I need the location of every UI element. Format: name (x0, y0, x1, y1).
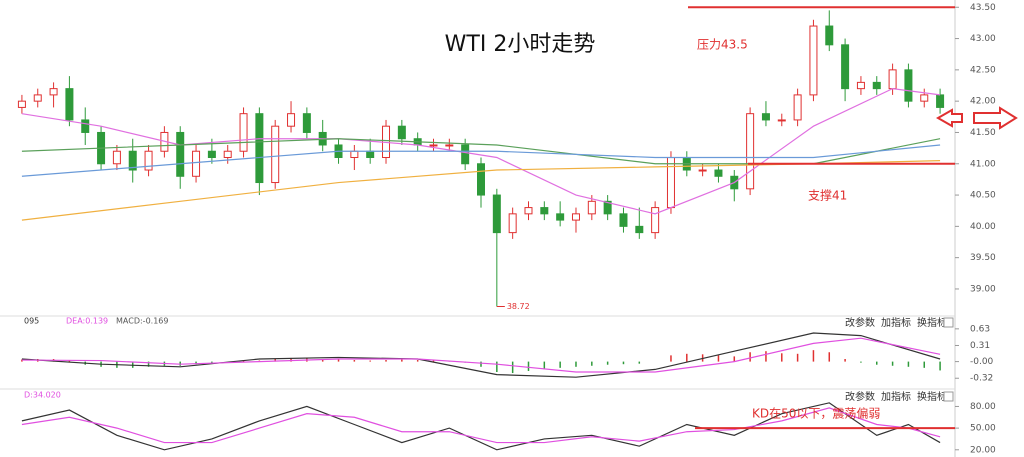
indicator-line (21, 407, 941, 444)
candle-body (492, 194, 501, 234)
candle-body (477, 163, 485, 196)
candle-body (271, 125, 280, 184)
candle-body (176, 131, 185, 177)
candle-body (777, 119, 786, 122)
panel-button[interactable]: 改参数 (845, 390, 875, 403)
candle-body (255, 113, 264, 184)
indicator-line (21, 144, 941, 177)
y-tick-label: 0.63 (970, 324, 990, 334)
annotation: KD在50以下，震荡偏弱 (752, 406, 880, 421)
y-tick-label: 40.50 (970, 191, 996, 201)
candle-body (920, 94, 929, 102)
candle-body (302, 113, 311, 133)
y-tick-label: 41.50 (970, 128, 996, 138)
y-tick-label: -0.32 (970, 374, 993, 384)
candle-body (350, 150, 359, 159)
candle-body (540, 207, 549, 215)
arrow-icon (973, 106, 1018, 130)
indicator-line (21, 402, 941, 451)
candle-body (556, 213, 565, 221)
candle-body (429, 144, 438, 147)
candle-body (508, 213, 517, 234)
candle-body (366, 150, 375, 159)
y-tick-label: 41.00 (970, 159, 996, 169)
y-tick-label: 80.00 (970, 402, 996, 412)
y-tick-label: 40.00 (970, 222, 996, 232)
candle-body (698, 169, 707, 172)
candle-body (603, 200, 612, 215)
legend-entry: D:34.020 (24, 391, 61, 400)
panel-button[interactable]: 换指标 (917, 390, 947, 403)
candle-body (571, 213, 580, 221)
indicator-line (21, 337, 941, 373)
y-tick-label: 42.00 (970, 97, 996, 107)
candle-body (192, 150, 201, 177)
candle-body (65, 88, 74, 121)
candle-body (809, 25, 818, 96)
panel-button[interactable]: 换指标 (917, 316, 947, 329)
low-label: 38.72 (507, 302, 530, 311)
candle-body (49, 88, 58, 96)
candle-body (461, 144, 470, 165)
candle-body (666, 157, 675, 209)
candle-body (223, 150, 232, 159)
candle-body (17, 100, 26, 108)
y-tick-label: 43.00 (970, 34, 996, 44)
y-tick-label: 20.00 (970, 445, 996, 455)
candle-body (761, 113, 770, 121)
arrow-icon (935, 108, 963, 128)
panel-button[interactable]: 加指标 (881, 316, 911, 329)
legend-entry: MACD:-0.169 (116, 317, 168, 326)
legend-entry: DEA:0.139 (66, 317, 108, 326)
candle-body (856, 81, 865, 90)
indicator-line (21, 332, 941, 378)
candle-body (904, 69, 913, 102)
chart-title: WTI 2小时走势 (445, 32, 596, 57)
candle-body (524, 207, 533, 215)
candle-body (239, 113, 248, 152)
close-button[interactable] (943, 391, 954, 402)
candle-body (936, 94, 945, 108)
candle-body (397, 125, 406, 140)
panel-button[interactable]: 加指标 (881, 390, 911, 403)
candle-body (144, 150, 153, 171)
candle-body (128, 150, 137, 171)
candle-body (445, 144, 454, 147)
candle-body (888, 69, 897, 90)
candle-body (207, 150, 216, 159)
annotation: 支撑41 (808, 188, 847, 203)
candle-body (714, 169, 723, 177)
annotation: 压力43.5 (697, 38, 748, 52)
candle-body (793, 94, 802, 121)
y-tick-label: 39.50 (970, 253, 996, 263)
candle-body (287, 113, 296, 127)
candle-body (746, 113, 755, 190)
candle-body (841, 44, 850, 90)
candle-body (635, 225, 644, 234)
candle-body (112, 150, 121, 165)
candle-body (81, 119, 90, 133)
y-tick-label: 50.00 (970, 424, 996, 434)
candle-body (651, 207, 660, 234)
candle-body (587, 200, 596, 215)
candle-body (33, 94, 42, 102)
y-tick-label: -0.00 (970, 357, 994, 367)
panel-button[interactable]: 改参数 (845, 316, 875, 329)
y-tick-label: 0.31 (970, 341, 990, 351)
y-tick-label: 39.00 (970, 284, 996, 294)
y-tick-label: 43.50 (970, 3, 996, 13)
candle-body (825, 25, 834, 46)
candle-body (619, 213, 628, 227)
legend-entry: 095 (24, 317, 39, 326)
close-button[interactable] (943, 317, 954, 328)
candle-body (872, 81, 881, 90)
y-tick-label: 42.50 (970, 65, 996, 75)
